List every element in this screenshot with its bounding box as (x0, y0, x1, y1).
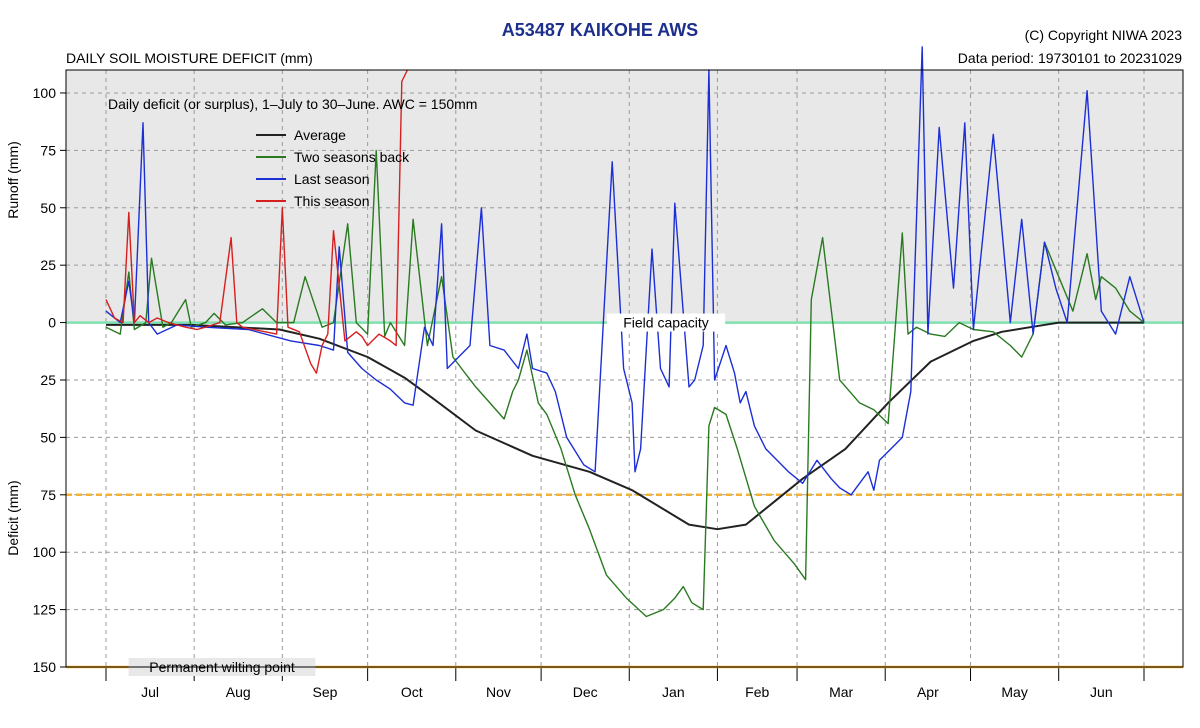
series-line (106, 321, 1144, 531)
x-tick-label: Sep (313, 684, 338, 700)
y-tick-label: 0 (48, 315, 56, 331)
y-tick-label: 125 (33, 602, 57, 618)
y-tick-label: 75 (40, 142, 56, 158)
reference-label-bg (606, 313, 726, 332)
runoff-region (66, 70, 1183, 323)
x-tick-label: Jul (141, 684, 159, 700)
x-tick-label: Aug (226, 684, 251, 700)
x-tick-label: Nov (486, 684, 511, 700)
chart-annotation: Daily deficit (or surplus), 1–July to 30… (108, 96, 477, 112)
x-tick-label: Apr (917, 684, 939, 700)
y-tick-label: 25 (40, 372, 56, 388)
x-tick-label: Jan (662, 684, 685, 700)
y-tick-label: 100 (33, 85, 57, 101)
x-tick-label: Jun (1090, 684, 1113, 700)
y-tick-label: 50 (40, 429, 56, 445)
series-line (105, 46, 1145, 496)
y-tick-label: 150 (33, 659, 57, 675)
chart-subtitle: DAILY SOIL MOISTURE DEFICIT (mm) (66, 50, 313, 66)
legend-label: This season (294, 193, 369, 209)
y-tick-label: 75 (40, 487, 56, 503)
y-tick-label: 100 (33, 544, 57, 560)
series-line (105, 149, 1145, 618)
data-period: Data period: 19730101 to 20231029 (957, 50, 1182, 66)
copyright-notice: (C) Copyright NIWA 2023 (1024, 27, 1182, 43)
legend-label: Average (294, 127, 346, 143)
legend-label: Last season (294, 171, 370, 187)
y-axis-label-deficit: Deficit (mm) (5, 480, 21, 555)
x-tick-label: Dec (573, 684, 598, 700)
plot-frame (65, 69, 1184, 668)
x-tick-label: Mar (829, 684, 853, 700)
x-tick-label: Feb (745, 684, 769, 700)
y-axis-label-runoff: Runoff (mm) (5, 141, 21, 219)
legend-label: Two seasons back (294, 149, 410, 165)
y-tick-label: 25 (40, 257, 56, 273)
reference-line-label: Field capacity (623, 315, 709, 331)
series-line (105, 69, 409, 374)
x-tick-label: Oct (401, 684, 423, 700)
y-tick-label: 50 (40, 200, 56, 216)
chart-title: A53487 KAIKOHE AWS (501, 20, 699, 40)
x-tick-label: May (1001, 684, 1027, 700)
